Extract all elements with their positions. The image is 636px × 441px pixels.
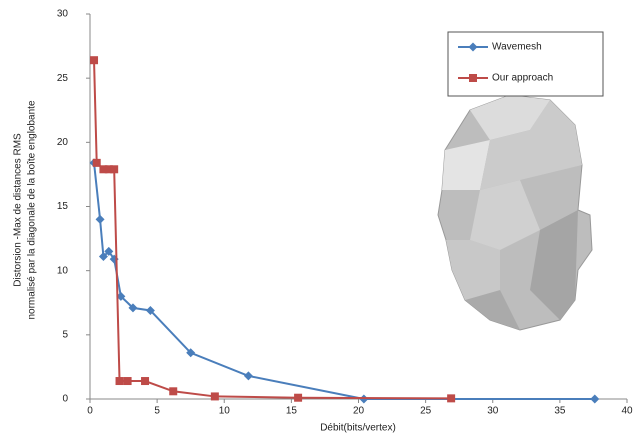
x-tick-label: 0 [87,406,93,417]
x-tick-label: 10 [219,406,231,417]
data-point [210,392,219,401]
y-tick-label: 20 [57,137,69,148]
data-point [243,371,253,381]
data-point [110,165,119,174]
x-axis-label: Débit(bits/vertex) [320,423,396,434]
data-point [104,165,113,174]
legend-box [447,31,604,97]
data-point [447,394,456,403]
series-line [93,60,452,400]
legend-label: Wavemesh [492,42,542,53]
x-tick-label: 30 [487,406,499,417]
y-tick-label: 15 [57,201,69,212]
series-line [93,162,595,400]
y-axis-label: normalisé par la diagonale de la boîte e… [27,100,38,319]
x-tick-label: 5 [154,406,160,417]
x-tick-label: 15 [286,406,298,417]
y-tick-label: 25 [57,73,69,84]
y-tick-label: 10 [57,265,69,276]
data-point [128,303,138,313]
data-point [123,377,132,386]
data-point [590,394,600,404]
y-axis-label: Distorsion -Max de distances RMS [13,133,24,287]
data-point [141,377,150,386]
data-point [294,393,303,402]
x-tick-label: 20 [353,406,365,417]
data-point [186,348,196,358]
data-point [116,291,126,301]
y-tick-label: 30 [57,9,69,20]
data-point [115,377,124,386]
data-point [99,165,108,174]
data-point [145,305,155,315]
data-point [359,394,369,404]
data-point [92,158,101,167]
legend-label: Our approach [492,73,553,84]
y-tick-label: 5 [62,329,68,340]
x-tick-label: 40 [621,406,633,417]
data-point [95,214,105,224]
data-point [104,246,114,256]
x-tick-label: 35 [554,406,566,417]
data-point [90,56,99,65]
head-illustration [437,94,593,331]
x-tick-label: 25 [420,406,432,417]
y-tick-label: 0 [62,394,68,405]
legend-marker [469,74,477,82]
legend-marker [468,42,478,52]
data-point [169,387,178,396]
data-point [98,252,108,262]
